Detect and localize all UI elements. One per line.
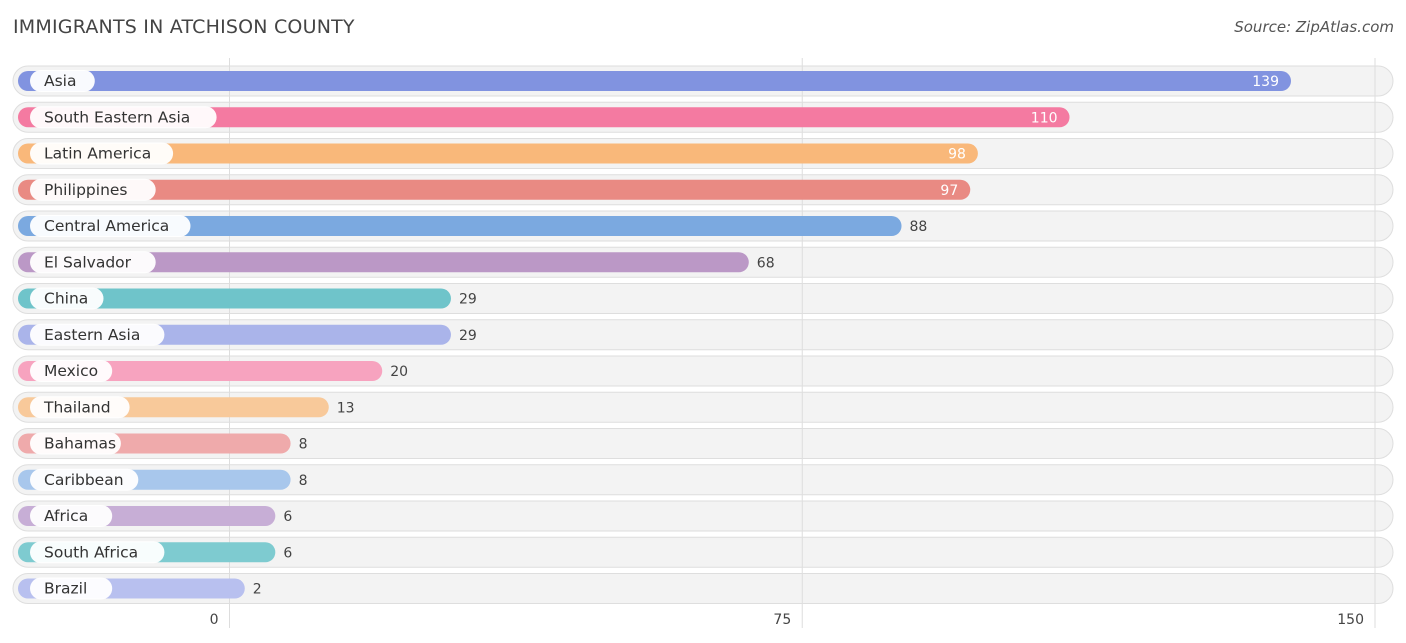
category-label: El Salvador bbox=[44, 253, 132, 271]
category-label: Africa bbox=[44, 507, 88, 525]
category-label-pill bbox=[30, 287, 104, 310]
category-label-pill bbox=[30, 323, 165, 346]
category-label: Thailand bbox=[43, 398, 111, 416]
category-label-pill bbox=[30, 468, 139, 491]
category-label: Mexico bbox=[44, 362, 98, 380]
bar bbox=[18, 107, 1070, 128]
category-label-pill bbox=[30, 541, 165, 564]
category-label-pill bbox=[30, 106, 217, 129]
category-label-pill bbox=[30, 178, 156, 201]
bar bbox=[18, 143, 978, 164]
row-background bbox=[12, 428, 1394, 459]
category-label: Brazil bbox=[44, 580, 87, 598]
row-background bbox=[12, 573, 1394, 604]
bar bbox=[18, 288, 451, 309]
source-note: Source: ZipAtlas.com bbox=[1234, 18, 1394, 36]
value-label: 6 bbox=[283, 545, 292, 561]
category-label: Bahamas bbox=[44, 435, 116, 453]
row-background bbox=[12, 464, 1394, 496]
bar bbox=[18, 71, 1291, 91]
chart-title: IMMIGRANTS IN ATCHISON COUNTY bbox=[13, 16, 355, 38]
bar bbox=[18, 216, 902, 236]
value-label: 29 bbox=[459, 292, 477, 308]
category-label-pill bbox=[30, 360, 113, 382]
value-label: 20 bbox=[390, 364, 408, 380]
row-background bbox=[12, 391, 1394, 423]
value-label: 97 bbox=[940, 183, 958, 199]
category-label: South Africa bbox=[44, 543, 138, 561]
category-label: Central America bbox=[44, 217, 169, 235]
category-label-pill bbox=[30, 70, 95, 92]
category-label-pill bbox=[30, 577, 113, 600]
category-label: Eastern Asia bbox=[44, 326, 140, 344]
value-label: 13 bbox=[337, 400, 355, 416]
category-label-pill bbox=[30, 432, 121, 455]
category-label-pill bbox=[30, 142, 174, 165]
row-background bbox=[12, 500, 1394, 532]
value-label: 68 bbox=[757, 255, 775, 271]
value-label: 139 bbox=[1252, 74, 1279, 90]
value-label: 88 bbox=[910, 219, 928, 235]
category-label: Latin America bbox=[44, 145, 151, 163]
row-background bbox=[12, 536, 1394, 568]
category-label: Philippines bbox=[44, 181, 128, 199]
value-label: 98 bbox=[948, 147, 966, 163]
category-label: China bbox=[44, 290, 88, 308]
value-label: 2 bbox=[253, 582, 262, 598]
category-label-pill bbox=[30, 396, 130, 419]
value-label: 110 bbox=[1031, 110, 1058, 126]
value-label: 8 bbox=[299, 473, 308, 489]
category-label: South Eastern Asia bbox=[44, 108, 190, 126]
category-label-pill bbox=[30, 215, 191, 237]
category-label: Asia bbox=[44, 72, 76, 90]
x-tick-label: 75 bbox=[773, 612, 791, 628]
value-label: 6 bbox=[283, 509, 292, 525]
category-label-pill bbox=[30, 505, 113, 527]
category-label-pill bbox=[30, 251, 156, 274]
bar bbox=[18, 179, 971, 200]
bar bbox=[18, 252, 749, 273]
category-label: Caribbean bbox=[44, 471, 124, 489]
value-label: 8 bbox=[299, 437, 308, 453]
x-tick-label: 0 bbox=[210, 612, 219, 628]
value-label: 29 bbox=[459, 328, 477, 344]
x-tick-label: 150 bbox=[1337, 612, 1364, 628]
